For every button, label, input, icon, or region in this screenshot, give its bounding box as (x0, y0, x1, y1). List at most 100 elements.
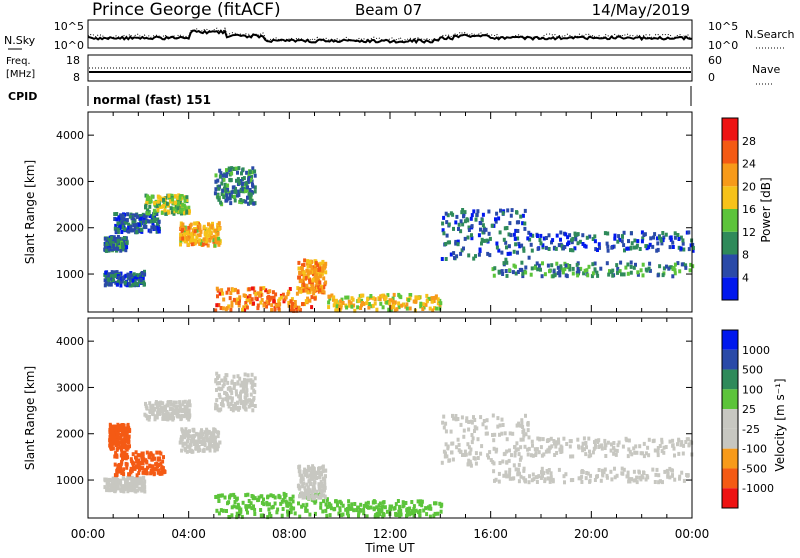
range-cell (321, 266, 325, 271)
range-cell (477, 252, 481, 257)
range-cell (668, 439, 672, 444)
power-colorbar-tick: 24 (742, 158, 756, 171)
range-cell (114, 480, 118, 485)
range-cell (178, 400, 182, 405)
range-cell (208, 448, 212, 453)
range-cell (398, 504, 402, 509)
range-cell (680, 470, 684, 475)
range-cell (115, 212, 119, 216)
range-cell (323, 488, 326, 493)
range-cell (233, 500, 237, 504)
range-cell (151, 221, 155, 226)
range-cell (246, 373, 250, 378)
range-cell (216, 195, 220, 200)
y-tick-label: 2000 (56, 428, 84, 441)
station-title: Prince George (fitACF) (92, 0, 281, 20)
range-cell (236, 170, 239, 175)
range-cell (356, 305, 360, 310)
range-cell (587, 264, 591, 269)
range-cell (184, 430, 188, 435)
range-cell (634, 478, 637, 483)
range-cell (608, 269, 611, 274)
range-cell (324, 280, 328, 285)
range-cell (135, 481, 139, 486)
range-cell (227, 404, 231, 409)
range-cell (605, 475, 609, 480)
range-cell (508, 431, 512, 436)
range-cell (245, 298, 249, 303)
range-cell (158, 450, 162, 455)
range-cell (165, 201, 169, 206)
range-cell (299, 478, 303, 483)
range-cell (576, 273, 580, 278)
range-cell (189, 238, 193, 243)
range-cell (529, 272, 533, 277)
range-cell (621, 471, 625, 476)
range-cell (527, 446, 531, 451)
range-cell (225, 373, 229, 378)
range-cell (296, 286, 300, 291)
range-cell (133, 479, 137, 484)
range-cell (189, 439, 193, 443)
range-cell (121, 224, 125, 229)
range-cell (531, 472, 535, 477)
range-cell (217, 393, 221, 397)
range-cell (324, 261, 328, 266)
range-cell (136, 214, 139, 219)
range-cell (175, 405, 179, 409)
range-cell (286, 509, 289, 514)
range-cell (597, 468, 601, 472)
range-cell (190, 242, 194, 247)
range-cell (547, 233, 551, 238)
range-cell (321, 469, 325, 474)
range-cell (198, 432, 202, 437)
range-cell (310, 471, 314, 476)
range-cell (185, 195, 189, 200)
range-cell (428, 504, 432, 509)
range-cell (590, 274, 594, 279)
range-cell (174, 400, 178, 405)
x-tick-label: 20:00 (574, 527, 609, 541)
range-cell (217, 197, 221, 202)
range-cell (499, 208, 502, 213)
range-cell (563, 480, 566, 485)
range-cell (298, 494, 301, 499)
range-cell (319, 501, 323, 506)
range-cell (522, 246, 526, 251)
range-cell (514, 467, 518, 472)
range-cell (220, 288, 224, 293)
freq-label-1: Freq. (6, 56, 31, 67)
range-cell (189, 442, 193, 447)
range-cell (317, 475, 321, 480)
range-cell (561, 268, 565, 273)
range-cell (550, 263, 554, 268)
range-cell (513, 453, 517, 458)
range-cell (124, 482, 128, 487)
range-cell (110, 429, 114, 434)
range-cell (108, 282, 112, 287)
range-cell (148, 214, 152, 218)
range-cell (571, 248, 575, 253)
range-cell (280, 295, 284, 300)
range-cell (439, 504, 443, 509)
range-cell (405, 306, 409, 311)
range-cell (310, 494, 314, 499)
range-cell (430, 299, 434, 304)
range-cell (461, 208, 465, 212)
range-cell (538, 238, 542, 242)
range-cell (157, 468, 161, 473)
power-colorbar-tick: 28 (742, 135, 756, 148)
range-cell (427, 506, 431, 511)
range-cell (195, 221, 199, 226)
range-cell (548, 269, 551, 274)
range-cell (300, 475, 304, 480)
range-cell (120, 230, 124, 234)
range-cell (662, 266, 666, 271)
range-cell (153, 414, 157, 419)
range-cell (522, 433, 526, 438)
range-cell (644, 477, 648, 482)
range-cell (643, 232, 647, 237)
range-cell (123, 227, 126, 232)
range-cell (656, 241, 660, 246)
range-cell (676, 261, 680, 266)
